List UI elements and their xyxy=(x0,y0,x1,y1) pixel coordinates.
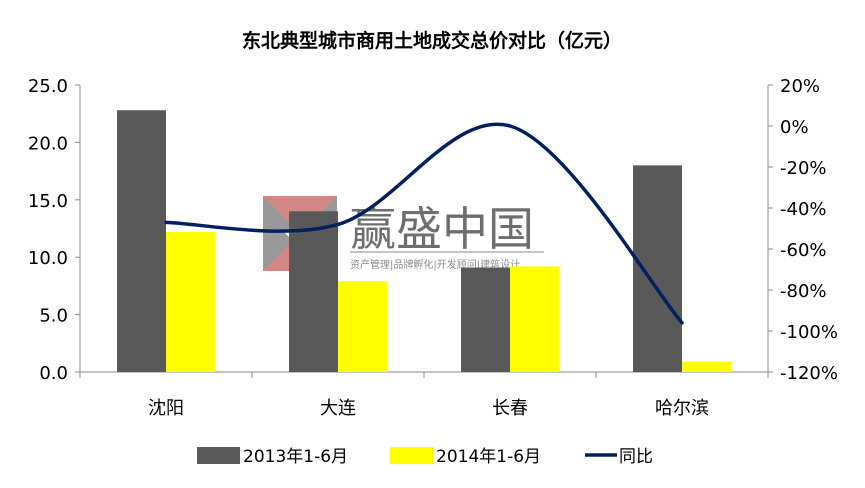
x-tick-label: 长春 xyxy=(492,398,528,419)
legend-label: 同比 xyxy=(619,447,653,467)
right-tick-label: 0% xyxy=(780,117,809,138)
right-tick-label: -60% xyxy=(780,240,827,261)
right-tick-label: -40% xyxy=(780,199,827,220)
left-tick-label: 25.0 xyxy=(28,76,68,97)
left-tick-label: 5.0 xyxy=(39,306,68,327)
legend-label: 2013年1-6月 xyxy=(243,447,348,467)
yoy-line xyxy=(164,122,684,325)
bar-2013 xyxy=(461,267,510,372)
x-tick-label: 沈阳 xyxy=(148,398,184,419)
x-tick-label: 大连 xyxy=(320,398,356,419)
bar-2014 xyxy=(338,281,387,372)
bar-2013 xyxy=(289,211,338,372)
svg-text:赢盛中国: 赢盛中国 xyxy=(350,202,534,256)
left-tick-label: 15.0 xyxy=(28,191,68,212)
chart-title: 东北典型城市商用土地成交总价对比（亿元） xyxy=(242,29,622,52)
bar-2014 xyxy=(510,266,559,372)
x-tick-label: 哈尔滨 xyxy=(655,398,709,419)
right-tick-label: -100% xyxy=(780,322,838,343)
bar-2013 xyxy=(117,110,166,373)
legend-swatch xyxy=(390,447,433,464)
right-tick-label: 20% xyxy=(780,76,820,97)
bar-2013 xyxy=(633,165,682,372)
left-tick-label: 10.0 xyxy=(28,248,68,269)
legend-swatch xyxy=(197,447,240,464)
left-tick-label: 20.0 xyxy=(28,133,68,154)
legend: 2013年1-6月 2014年1-6月 同比 xyxy=(197,447,653,467)
left-tick-label: 0.0 xyxy=(39,363,68,384)
bar-2014 xyxy=(166,231,215,372)
right-tick-label: -120% xyxy=(780,363,838,384)
bar-2014 xyxy=(682,361,731,372)
right-tick-label: -20% xyxy=(780,158,827,179)
right-tick-label: -80% xyxy=(780,281,827,302)
legend-label: 2014年1-6月 xyxy=(436,447,541,467)
